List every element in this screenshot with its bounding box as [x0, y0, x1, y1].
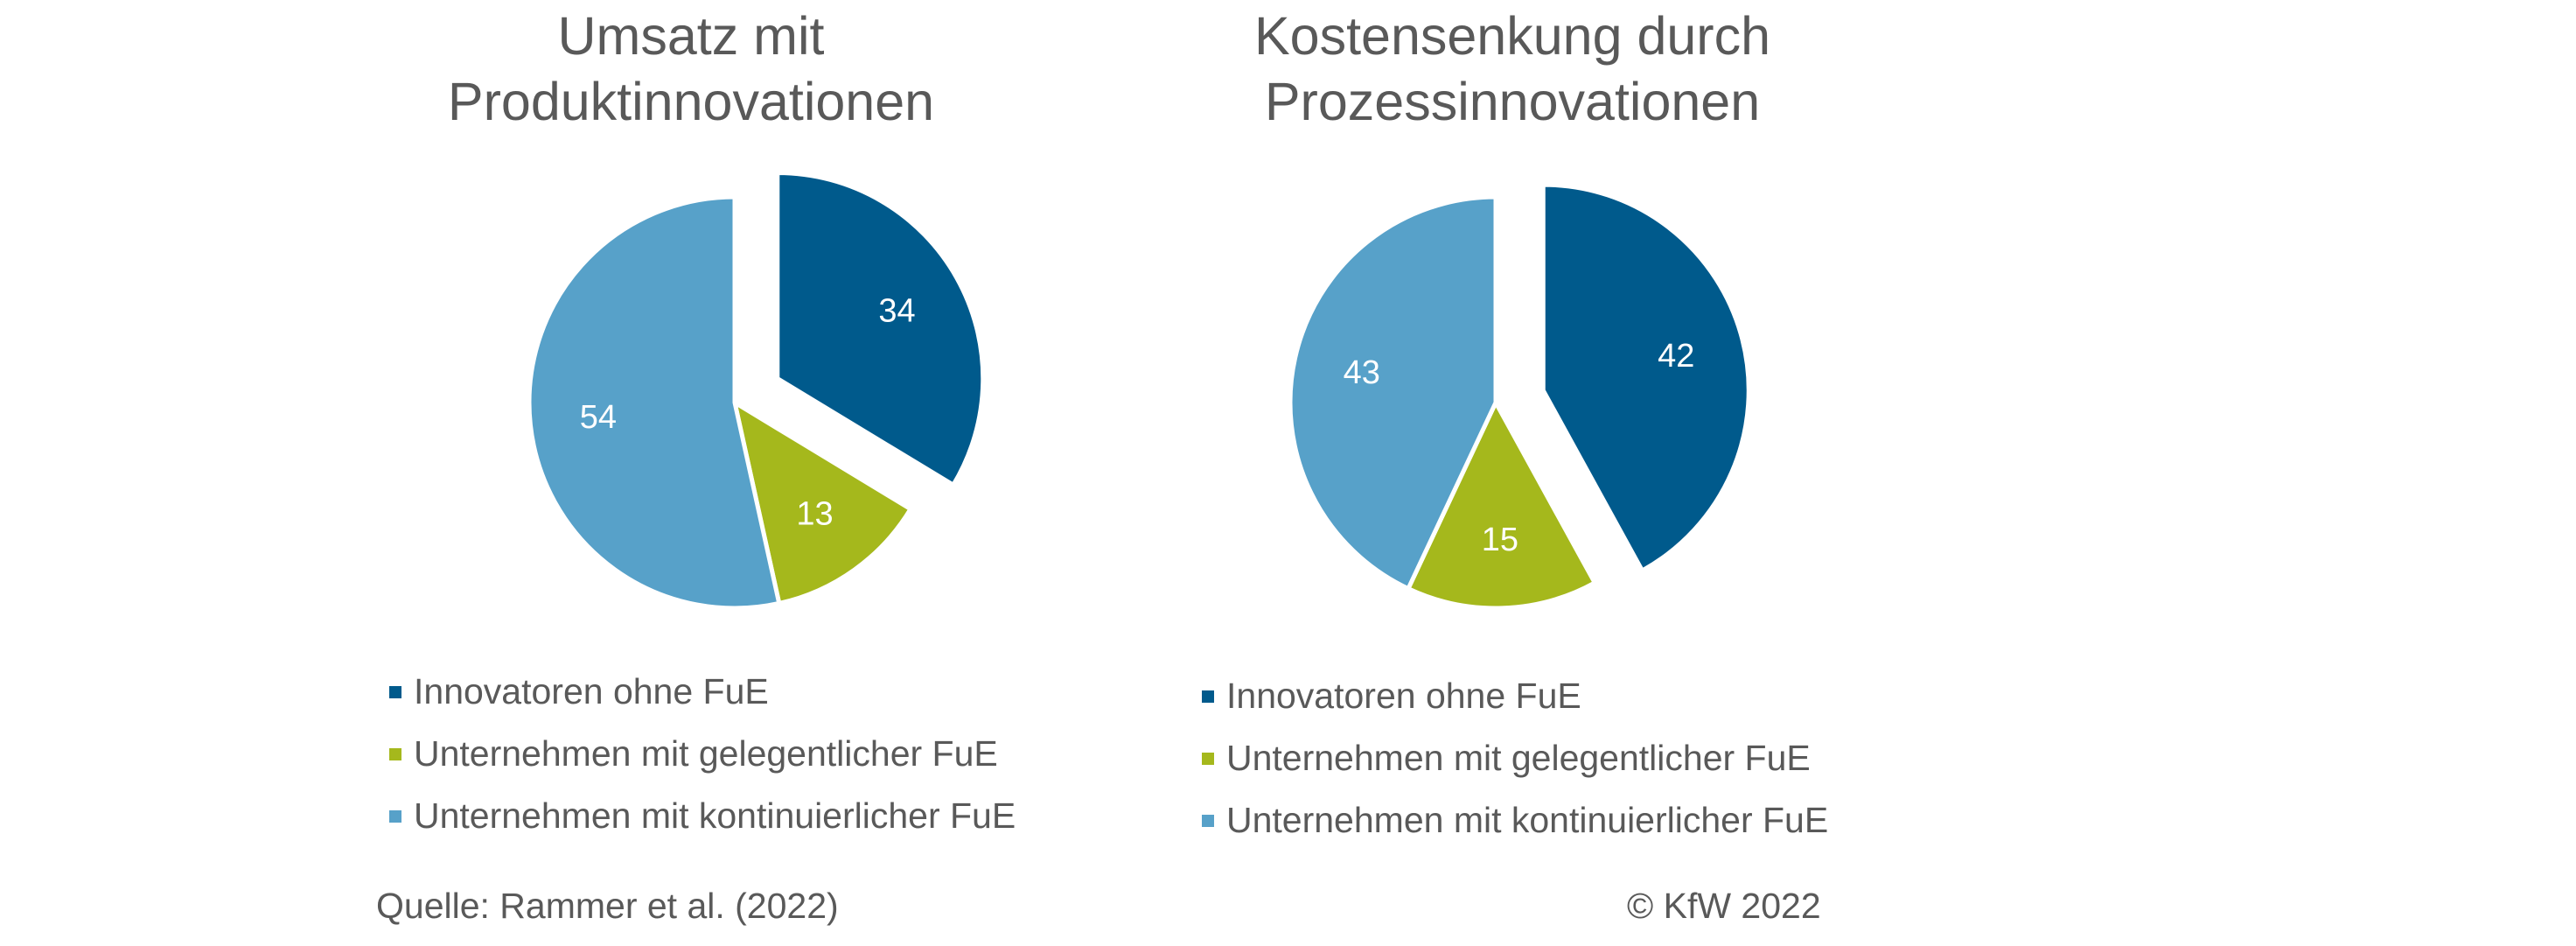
pie-slice-unternehmen-mit-gelegentlicher-fue [1406, 400, 1597, 611]
legend-label: Innovatoren ohne FuE [1226, 676, 1581, 716]
legend-label: Unternehmen mit kontinuierlicher FuE [1226, 800, 1829, 840]
chart-title-line: Prozessinnovationen [1264, 72, 1761, 131]
legend-swatch [1202, 814, 1214, 827]
legend-item-occasional: Unternehmen mit gelegentlicher FuE [1202, 727, 1828, 789]
legend-label: Unternehmen mit kontinuierlicher FuE [414, 795, 1016, 836]
pie-slice-unternehmen-mit-kontinuierlicher-fue [1288, 194, 1498, 592]
data-label-unternehmen-mit-kontinuierlicher-fue: 54 [580, 399, 617, 436]
legend-process: Innovatoren ohne FuE Unternehmen mit gel… [1202, 665, 1828, 851]
legend-item-continuous: Unternehmen mit kontinuierlicher FuE [1202, 789, 1828, 851]
pie-slice-unternehmen-mit-gelegentlicher-fue [732, 400, 913, 606]
legend-swatch [389, 747, 401, 760]
chart-title-line: Kostensenkung durch [1253, 6, 1771, 66]
chart-title-line: Umsatz mit [557, 6, 825, 66]
legend-label: Unternehmen mit gelegentlicher FuE [414, 733, 998, 774]
chart-title-product: Umsatz mit Produktinnovationen [297, 4, 1085, 135]
legend-label: Innovatoren ohne FuE [414, 671, 769, 711]
source-note: Quelle: Rammer et al. (2022) [376, 886, 839, 926]
pie-slice-unternehmen-mit-kontinuierlicher-fue [527, 194, 782, 611]
legend-label: Unternehmen mit gelegentlicher FuE [1226, 738, 1811, 778]
data-label-unternehmen-mit-kontinuierlicher-fue: 43 [1344, 354, 1380, 391]
data-label-innovatoren-ohne-fue: 34 [878, 292, 915, 329]
legend-item-innovators: Innovatoren ohne FuE [389, 661, 1016, 723]
legend-swatch [1202, 752, 1214, 765]
legend-item-occasional: Unternehmen mit gelegentlicher FuE [389, 723, 1016, 785]
chart-title-process: Kostensenkung durch Prozessinnovationen [1119, 4, 1906, 135]
copyright-note: © KfW 2022 [1627, 886, 1821, 926]
legend-swatch [389, 685, 401, 698]
legend-product: Innovatoren ohne FuE Unternehmen mit gel… [389, 661, 1016, 847]
pie-slice-innovatoren-ohne-fue [1540, 182, 1751, 573]
legend-item-continuous: Unternehmen mit kontinuierlicher FuE [389, 785, 1016, 847]
data-label-innovatoren-ohne-fue: 42 [1658, 338, 1694, 375]
data-label-unternehmen-mit-gelegentlicher-fue: 15 [1482, 522, 1518, 558]
legend-swatch [389, 809, 401, 823]
chart-title-line: Produktinnovationen [447, 72, 935, 131]
pie-chart-product: 34 13 54 [527, 171, 986, 611]
data-label-unternehmen-mit-gelegentlicher-fue: 13 [796, 496, 833, 533]
legend-item-innovators: Innovatoren ohne FuE [1202, 665, 1828, 727]
legend-swatch [1202, 690, 1214, 703]
pie-chart-process: 42 15 43 [1288, 182, 1751, 611]
pie-slice-innovatoren-ohne-fue [775, 171, 986, 487]
